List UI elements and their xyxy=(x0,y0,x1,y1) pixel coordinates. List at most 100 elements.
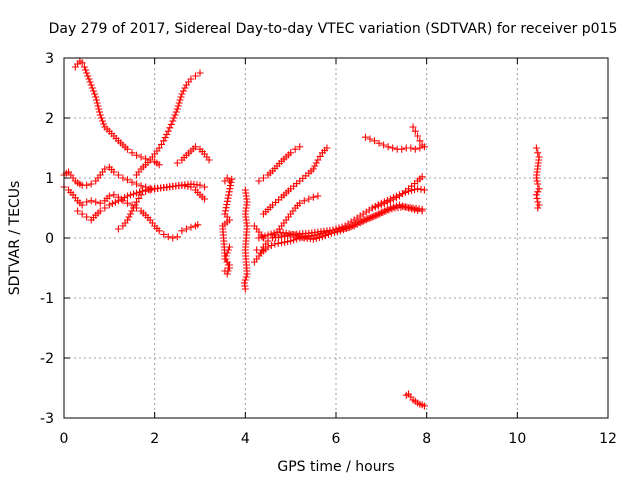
data-point xyxy=(326,227,334,235)
data-point xyxy=(411,186,419,194)
data-point xyxy=(191,72,199,80)
data-point xyxy=(296,143,304,151)
data-point xyxy=(87,197,95,205)
data-point xyxy=(312,234,320,242)
data-point xyxy=(267,230,275,238)
data-point xyxy=(131,201,139,209)
data-point xyxy=(309,235,317,243)
data-point xyxy=(92,198,100,206)
x-tick-label: 2 xyxy=(150,431,159,447)
data-point xyxy=(278,239,286,247)
data-point xyxy=(137,153,145,161)
data-point xyxy=(386,197,394,205)
data-point xyxy=(89,87,97,95)
series-track-i xyxy=(219,174,236,278)
data-point xyxy=(83,69,91,77)
data-point xyxy=(161,134,169,142)
data-point xyxy=(105,192,113,200)
data-point xyxy=(78,59,86,67)
data-point xyxy=(534,204,542,212)
data-point xyxy=(96,199,104,207)
data-point xyxy=(380,141,388,149)
data-point xyxy=(92,96,100,104)
data-point xyxy=(535,185,543,193)
data-point xyxy=(96,207,104,215)
data-point xyxy=(267,242,275,249)
data-point xyxy=(534,188,542,196)
x-tick-label: 12 xyxy=(599,431,617,447)
data-point xyxy=(305,195,313,203)
x-tick-label: 6 xyxy=(332,431,341,447)
series-track-b xyxy=(133,69,204,179)
data-point xyxy=(225,243,233,251)
data-point xyxy=(271,240,279,248)
series-track-c xyxy=(60,163,159,193)
data-point xyxy=(533,177,541,185)
data-point xyxy=(274,239,282,247)
data-point xyxy=(83,213,91,221)
data-point xyxy=(110,168,118,176)
data-point xyxy=(80,63,88,71)
series-track-l xyxy=(259,144,331,218)
data-point xyxy=(101,165,109,173)
y-tick-label: 1 xyxy=(45,171,54,187)
data-point xyxy=(173,159,181,167)
data-point xyxy=(187,223,195,231)
data-point xyxy=(172,108,180,116)
data-point xyxy=(223,249,231,257)
data-point xyxy=(128,149,136,157)
data-point xyxy=(194,221,202,229)
data-point xyxy=(335,224,343,232)
data-point xyxy=(166,124,174,132)
data-point xyxy=(99,117,107,125)
data-point xyxy=(128,178,136,186)
data-point xyxy=(291,231,299,239)
data-point xyxy=(264,237,272,245)
series-track-h xyxy=(178,221,202,235)
data-point xyxy=(288,230,296,238)
data-point xyxy=(411,127,419,135)
data-point xyxy=(224,194,232,202)
data-point xyxy=(171,111,179,119)
data-point xyxy=(243,270,251,278)
data-point xyxy=(226,182,234,190)
data-point xyxy=(93,99,101,107)
data-point xyxy=(120,194,128,202)
data-point xyxy=(352,220,360,228)
data-point xyxy=(224,267,232,275)
data-point xyxy=(323,228,331,236)
data-point xyxy=(533,194,541,202)
data-point xyxy=(100,120,108,128)
data-point xyxy=(201,195,209,203)
data-point xyxy=(416,137,424,145)
data-point xyxy=(253,246,261,254)
data-point xyxy=(223,270,231,278)
data-point xyxy=(178,90,186,98)
data-point xyxy=(178,227,186,235)
data-point xyxy=(110,191,118,199)
data-point xyxy=(534,198,542,206)
data-point xyxy=(308,232,316,240)
series-track-a xyxy=(71,57,163,169)
data-point xyxy=(414,185,422,193)
data-point xyxy=(382,207,390,215)
data-point xyxy=(222,204,230,212)
data-point xyxy=(87,180,95,188)
data-point xyxy=(317,230,325,238)
data-point xyxy=(167,120,175,128)
data-point xyxy=(126,210,134,218)
data-point xyxy=(389,144,397,152)
data-point xyxy=(196,181,204,189)
data-point xyxy=(242,273,250,281)
data-point xyxy=(291,145,299,153)
data-point xyxy=(361,216,369,224)
data-point xyxy=(169,117,177,125)
data-point xyxy=(367,214,375,222)
data-point xyxy=(296,199,304,207)
data-point xyxy=(287,237,295,245)
data-point xyxy=(392,194,400,202)
data-point xyxy=(316,152,324,160)
data-point xyxy=(228,175,236,183)
data-point xyxy=(133,198,141,206)
